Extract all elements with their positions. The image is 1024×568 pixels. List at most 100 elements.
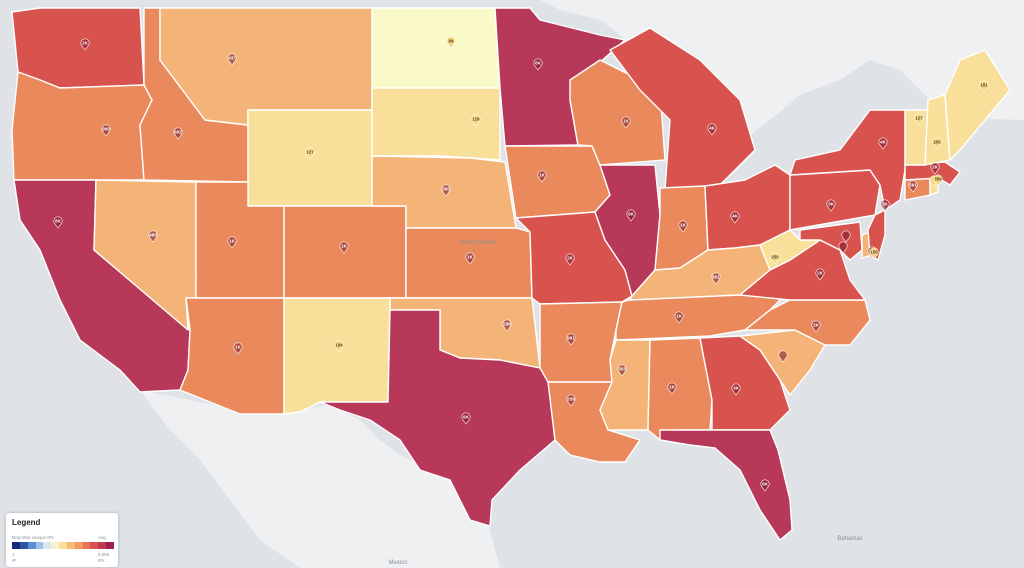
map-pin-fl[interactable]: 6K: [760, 479, 770, 492]
map-pin-ca[interactable]: 8K: [53, 216, 63, 229]
state-south-dakota[interactable]: [371, 87, 501, 161]
map-pin-marker-icon: [878, 137, 888, 150]
map-pin-marker-icon: [471, 114, 481, 127]
map-pin-nc[interactable]: 2K: [811, 320, 821, 333]
map-pin-vt[interactable]: 127: [914, 113, 924, 126]
map-pin-co[interactable]: 1K: [339, 241, 349, 254]
map-pin-nj[interactable]: 3K: [880, 199, 890, 212]
map-pin-label: 2K: [567, 256, 574, 261]
map-pin-la[interactable]: 339: [566, 394, 576, 407]
bahamas-label: Bahamas: [837, 536, 862, 542]
map-pin-label: 3K: [733, 386, 740, 391]
map-pin-marker-icon: [461, 412, 471, 425]
map-pin-md[interactable]: [841, 230, 851, 243]
map-pin-marker-icon: [930, 162, 940, 175]
map-pin-pa[interactable]: 3K: [826, 199, 836, 212]
state-florida[interactable]: [659, 429, 793, 541]
map-pin-label: 1K: [623, 119, 630, 124]
map-pin-or[interactable]: 900: [101, 124, 111, 137]
map-pin-id[interactable]: 602: [173, 127, 183, 140]
map-pin-nd[interactable]: 84: [446, 36, 456, 49]
map-pin-sd[interactable]: 116: [471, 114, 481, 127]
state-maine[interactable]: [944, 49, 1011, 161]
map-pin-ms[interactable]: 303: [617, 364, 627, 377]
map-pin-ny[interactable]: 4K: [878, 137, 888, 150]
map-pin-md2[interactable]: 356: [933, 174, 943, 187]
state-washington[interactable]: [11, 7, 145, 89]
map-pin-marker-icon: [101, 124, 111, 137]
map-pin-marker-icon: [838, 241, 848, 254]
state-north-dakota[interactable]: [371, 7, 501, 89]
map-pin-label: 602: [174, 130, 182, 135]
map-pin-ut[interactable]: 1K: [227, 236, 237, 249]
map-pin-wa[interactable]: 2K: [80, 38, 90, 51]
legend-swatch: [98, 542, 107, 549]
map-pin-marker-icon: [441, 184, 451, 197]
map-pin-label: 1K: [539, 173, 546, 178]
state-arkansas[interactable]: [539, 301, 623, 383]
map-pin-ia[interactable]: 1K: [537, 170, 547, 183]
map-pin-ne[interactable]: 305: [441, 184, 451, 197]
map-pin-marker-icon: [730, 211, 740, 224]
map-pin-dc[interactable]: [838, 241, 848, 254]
map-pin-mo[interactable]: 2K: [565, 253, 575, 266]
map-pin-mn[interactable]: 6K: [533, 58, 543, 71]
map-pin-mt[interactable]: 437: [227, 53, 237, 66]
legend-max-value: 8,050: [98, 552, 110, 557]
map-pin-tx[interactable]: 6K: [461, 412, 471, 425]
map-pin-ar[interactable]: 901: [566, 333, 576, 346]
legend-swatch: [66, 542, 75, 549]
state-north-carolina[interactable]: [744, 299, 871, 346]
map-pin-ma[interactable]: 2K: [930, 162, 940, 175]
map-pin-al[interactable]: 1K: [667, 382, 677, 395]
map-pin-nv[interactable]: 460: [148, 230, 158, 243]
map-pin-oh[interactable]: 4K: [730, 211, 740, 224]
state-arizona[interactable]: [179, 297, 285, 415]
map-pin-label: 1K: [467, 255, 474, 260]
map-pin-nm[interactable]: 194: [334, 340, 344, 353]
map-pin-sc[interactable]: [778, 350, 788, 363]
map-pin-marker-icon: [815, 268, 825, 281]
legend-min-unit: IP: [12, 558, 17, 563]
map-pin-label: 1K: [341, 244, 348, 249]
map-pin-marker-icon: [674, 311, 684, 324]
state-new-mexico[interactable]: [283, 297, 391, 415]
map-pin-de2[interactable]: 158: [869, 247, 879, 260]
map-pin-marker-icon: [566, 394, 576, 407]
pins-layer: 2K 900 8K 602 460 437 127 1K 1K 1K 194 84 116 305 1K 29…: [53, 36, 989, 492]
map-pin-ct[interactable]: 561: [908, 180, 918, 193]
map-pin-wy[interactable]: 127: [305, 147, 315, 160]
state-massachusetts[interactable]: [904, 161, 961, 186]
map-pin-in[interactable]: 1K: [678, 220, 688, 233]
map-pin-wi[interactable]: 1K: [621, 116, 631, 129]
map-pin-label: 116: [472, 117, 480, 122]
map-pin-label: 127: [306, 150, 314, 155]
map-pin-me[interactable]: 181: [979, 80, 989, 93]
map-pin-label: 460: [149, 233, 157, 238]
legend-swatch: [59, 542, 67, 549]
state-michigan[interactable]: [609, 27, 756, 191]
map-pin-va[interactable]: 2K: [815, 268, 825, 281]
map-pin-marker-icon: [908, 180, 918, 193]
map-pin-nh[interactable]: 205: [932, 137, 942, 150]
state-illinois[interactable]: [594, 164, 661, 297]
state-iowa[interactable]: [504, 145, 611, 219]
map-pin-wv[interactable]: 250: [770, 252, 780, 265]
map-pin-az[interactable]: 1K: [233, 342, 243, 355]
map-pin-tn[interactable]: 1K: [674, 311, 684, 324]
map-pin-marker-icon: [148, 230, 158, 243]
map-pin-il[interactable]: 6K: [626, 209, 636, 222]
map-pin-ga[interactable]: 3K: [731, 383, 741, 396]
map-pin-marker-icon: [707, 123, 717, 136]
state-texas[interactable]: [319, 309, 556, 527]
map-pin-ky[interactable]: 601: [711, 272, 721, 285]
state-new-york[interactable]: [789, 109, 906, 211]
legend-subtitle: Reported Unique IPs: [12, 535, 54, 540]
map-pin-mi[interactable]: 4K: [707, 123, 717, 136]
map-pin-marker-icon: [778, 350, 788, 363]
map-pin-ks[interactable]: 1K: [465, 252, 475, 265]
state-oregon[interactable]: [11, 71, 153, 181]
legend-swatch: [74, 542, 83, 549]
map-pin-ok[interactable]: 296: [502, 319, 512, 332]
